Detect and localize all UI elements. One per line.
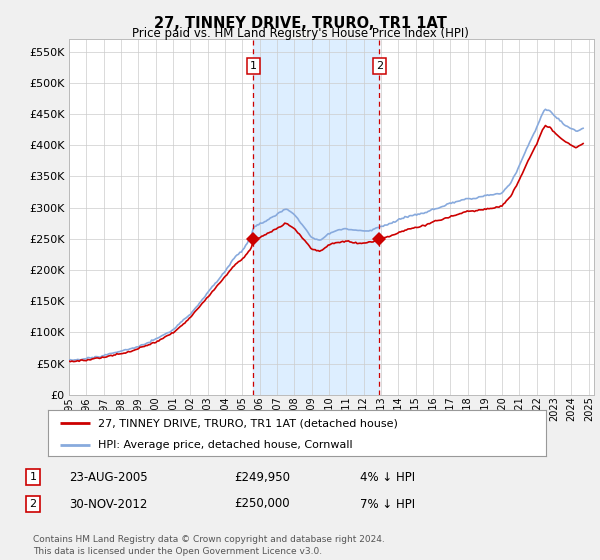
Text: Price paid vs. HM Land Registry's House Price Index (HPI): Price paid vs. HM Land Registry's House … <box>131 27 469 40</box>
Bar <box>253 39 379 395</box>
Text: 2: 2 <box>376 61 383 71</box>
Text: 7% ↓ HPI: 7% ↓ HPI <box>360 497 415 511</box>
Text: 23-AUG-2005: 23-AUG-2005 <box>69 470 148 484</box>
Text: 1: 1 <box>29 472 37 482</box>
Text: 2: 2 <box>29 499 37 509</box>
Text: 27, TINNEY DRIVE, TRURO, TR1 1AT (detached house): 27, TINNEY DRIVE, TRURO, TR1 1AT (detach… <box>98 418 398 428</box>
Text: £249,950: £249,950 <box>234 470 290 484</box>
Text: 30-NOV-2012: 30-NOV-2012 <box>69 497 148 511</box>
Text: Contains HM Land Registry data © Crown copyright and database right 2024.
This d: Contains HM Land Registry data © Crown c… <box>33 535 385 556</box>
Text: 1: 1 <box>250 61 257 71</box>
Text: £250,000: £250,000 <box>234 497 290 511</box>
Text: HPI: Average price, detached house, Cornwall: HPI: Average price, detached house, Corn… <box>98 440 352 450</box>
Text: 4% ↓ HPI: 4% ↓ HPI <box>360 470 415 484</box>
Text: 27, TINNEY DRIVE, TRURO, TR1 1AT: 27, TINNEY DRIVE, TRURO, TR1 1AT <box>154 16 446 31</box>
